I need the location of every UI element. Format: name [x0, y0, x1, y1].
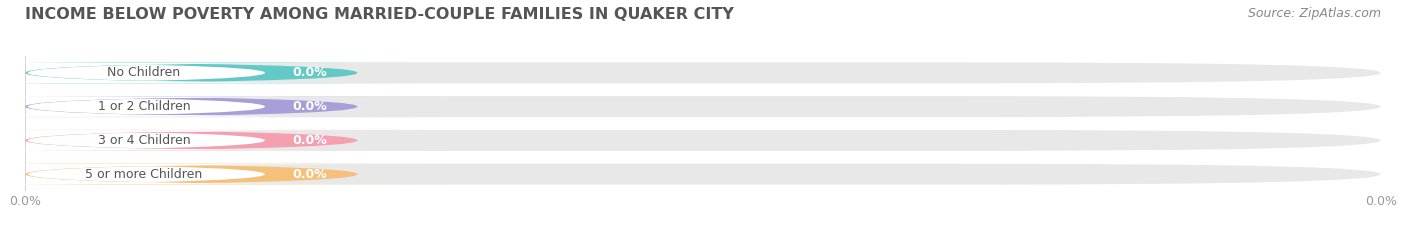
Text: 0.0%: 0.0%	[292, 100, 328, 113]
Text: INCOME BELOW POVERTY AMONG MARRIED-COUPLE FAMILIES IN QUAKER CITY: INCOME BELOW POVERTY AMONG MARRIED-COUPL…	[25, 7, 734, 22]
FancyBboxPatch shape	[0, 130, 440, 151]
FancyBboxPatch shape	[0, 164, 446, 185]
Text: 3 or 4 Children: 3 or 4 Children	[97, 134, 190, 147]
FancyBboxPatch shape	[0, 96, 440, 117]
FancyBboxPatch shape	[25, 62, 1381, 83]
Text: 1 or 2 Children: 1 or 2 Children	[97, 100, 190, 113]
Text: 0.0%: 0.0%	[292, 66, 328, 79]
FancyBboxPatch shape	[0, 130, 446, 151]
FancyBboxPatch shape	[25, 130, 1381, 151]
FancyBboxPatch shape	[0, 62, 440, 83]
Text: No Children: No Children	[107, 66, 180, 79]
Text: 0.0%: 0.0%	[292, 134, 328, 147]
FancyBboxPatch shape	[0, 96, 446, 117]
FancyBboxPatch shape	[25, 96, 1381, 117]
FancyBboxPatch shape	[0, 164, 440, 185]
Text: Source: ZipAtlas.com: Source: ZipAtlas.com	[1247, 7, 1381, 20]
FancyBboxPatch shape	[0, 62, 446, 83]
FancyBboxPatch shape	[25, 164, 1381, 185]
Text: 0.0%: 0.0%	[292, 168, 328, 181]
Text: 5 or more Children: 5 or more Children	[86, 168, 202, 181]
